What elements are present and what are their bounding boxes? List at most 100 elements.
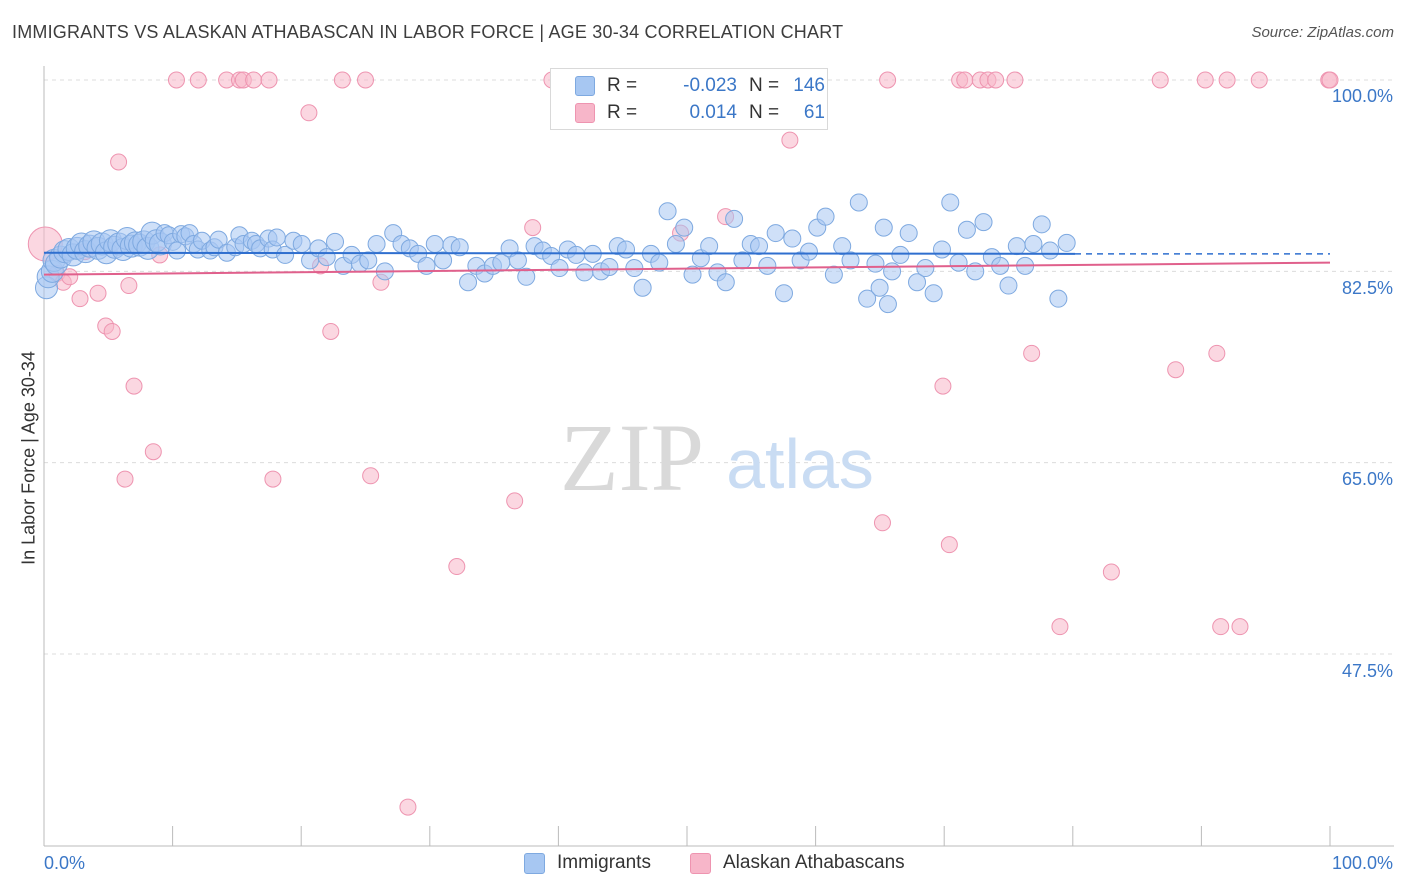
axes bbox=[43, 66, 1394, 847]
legend-r-label: R = bbox=[607, 102, 638, 123]
immigrant-point bbox=[916, 259, 935, 278]
immigrant-point bbox=[575, 263, 594, 282]
immigrant-point bbox=[932, 240, 951, 259]
alaskan-point bbox=[89, 284, 107, 302]
immigrant-point bbox=[633, 278, 652, 297]
x-tick-right: 100.0% bbox=[1331, 853, 1393, 873]
immigrant-point bbox=[783, 229, 802, 248]
alaskan-point bbox=[873, 514, 891, 532]
alaskan-point bbox=[956, 71, 974, 89]
x-tick-left: 0.0% bbox=[44, 853, 86, 873]
immigrant-point bbox=[824, 265, 843, 284]
alaskan-point bbox=[333, 71, 351, 89]
immigrant-point bbox=[750, 237, 769, 256]
immigrant-point bbox=[700, 237, 719, 256]
y-tick-label: 82.5% bbox=[1341, 278, 1393, 298]
immigrant-point bbox=[450, 238, 469, 257]
y-tick-label: 47.5% bbox=[1341, 661, 1393, 681]
immigrant-point bbox=[833, 237, 852, 256]
alaskan-point bbox=[144, 443, 162, 461]
immigrant-point bbox=[367, 235, 386, 253]
immigrant-point bbox=[849, 193, 868, 212]
legend-n-label: N = bbox=[749, 102, 780, 123]
alaskan-point bbox=[357, 71, 374, 89]
immigrant-point bbox=[1049, 289, 1068, 308]
y-axis-label: In Labor Force | Age 30-34 bbox=[18, 351, 39, 565]
alaskan-point bbox=[1218, 71, 1236, 89]
alaskan-point bbox=[506, 492, 524, 510]
alaskan-point bbox=[879, 71, 897, 89]
immigrant-point bbox=[866, 254, 885, 273]
legend-r-value: 0.014 bbox=[689, 102, 737, 123]
immigrant-point bbox=[949, 253, 968, 272]
watermark-atlas: atlas bbox=[726, 425, 874, 503]
immigrant-point bbox=[317, 248, 336, 267]
legend-r-label: R = bbox=[607, 75, 638, 96]
y-tick-label: 65.0% bbox=[1341, 469, 1393, 489]
bottom-swatch-pink bbox=[690, 853, 711, 874]
alaskan-point bbox=[110, 153, 128, 171]
alaskan-point bbox=[1051, 618, 1069, 636]
watermark: ZIP atlas bbox=[560, 404, 874, 511]
alaskan-point bbox=[189, 71, 207, 89]
alaskan-point bbox=[1231, 618, 1249, 636]
alaskan-point bbox=[362, 467, 380, 485]
immigrant-point bbox=[858, 289, 877, 308]
immigrant-point bbox=[883, 262, 902, 281]
alaskan-point bbox=[524, 219, 542, 237]
alaskan-point bbox=[987, 71, 1005, 89]
immigrant-point bbox=[716, 273, 735, 292]
immigrants-trend-line bbox=[43, 251, 1076, 255]
immigrant-point bbox=[841, 251, 860, 270]
immigrant-point bbox=[434, 251, 453, 270]
alaskan-point bbox=[245, 71, 263, 89]
immigrant-point bbox=[891, 245, 910, 264]
immigrant-point bbox=[799, 242, 818, 261]
immigrant-point bbox=[874, 218, 893, 237]
alaskan-point bbox=[940, 536, 958, 554]
immigrant-point bbox=[774, 284, 793, 303]
immigrant-point bbox=[941, 193, 960, 212]
alaskan-point bbox=[1167, 361, 1185, 379]
immigrant-point bbox=[974, 213, 993, 232]
alaskan-point bbox=[1196, 71, 1214, 89]
immigrant-point bbox=[617, 240, 636, 259]
alaskan-point bbox=[322, 322, 340, 340]
alaskan-point bbox=[71, 290, 89, 308]
immigrant-point bbox=[1024, 235, 1043, 253]
immigrant-point bbox=[292, 235, 311, 253]
immigrant-point bbox=[816, 207, 835, 226]
chart-title: IMMIGRANTS VS ALASKAN ATHABASCAN IN LABO… bbox=[12, 22, 844, 42]
alaskan-point bbox=[260, 71, 278, 89]
alaskan-trend-line bbox=[43, 261, 1331, 276]
alaskan-point bbox=[125, 377, 143, 395]
immigrant-point bbox=[517, 267, 536, 286]
y-tick-label: 100.0% bbox=[1331, 86, 1393, 106]
immigrant-point bbox=[276, 245, 295, 264]
bottom-swatch-blue bbox=[524, 853, 545, 874]
correlation-legend: R = -0.023 N = 146 R = 0.014 N = 61 bbox=[550, 68, 828, 130]
immigrant-point bbox=[658, 202, 677, 221]
immigrant-point bbox=[567, 245, 586, 264]
immigrant-point bbox=[899, 224, 918, 243]
immigrant-point bbox=[1057, 233, 1076, 252]
source-label: Source: ZipAtlas.com bbox=[1251, 24, 1394, 41]
immigrant-point bbox=[725, 209, 744, 228]
legend-n-value: 61 bbox=[803, 102, 825, 123]
immigrant-point bbox=[267, 228, 286, 247]
immigrant-point bbox=[966, 262, 985, 281]
legend-n-value: 146 bbox=[793, 75, 825, 96]
alaskan-point bbox=[1023, 344, 1041, 362]
alaskan-point bbox=[399, 798, 417, 816]
immigrant-point bbox=[1032, 215, 1051, 234]
grid-lines bbox=[44, 79, 1394, 655]
legend-swatch-blue bbox=[575, 76, 595, 96]
immigrant-point bbox=[870, 278, 889, 297]
immigrant-point bbox=[1007, 237, 1026, 256]
alaskan-point bbox=[1006, 71, 1024, 89]
alaskan-point bbox=[934, 377, 952, 395]
immigrant-point bbox=[924, 284, 943, 303]
immigrant-point bbox=[666, 235, 685, 253]
immigrant-point bbox=[758, 256, 777, 275]
